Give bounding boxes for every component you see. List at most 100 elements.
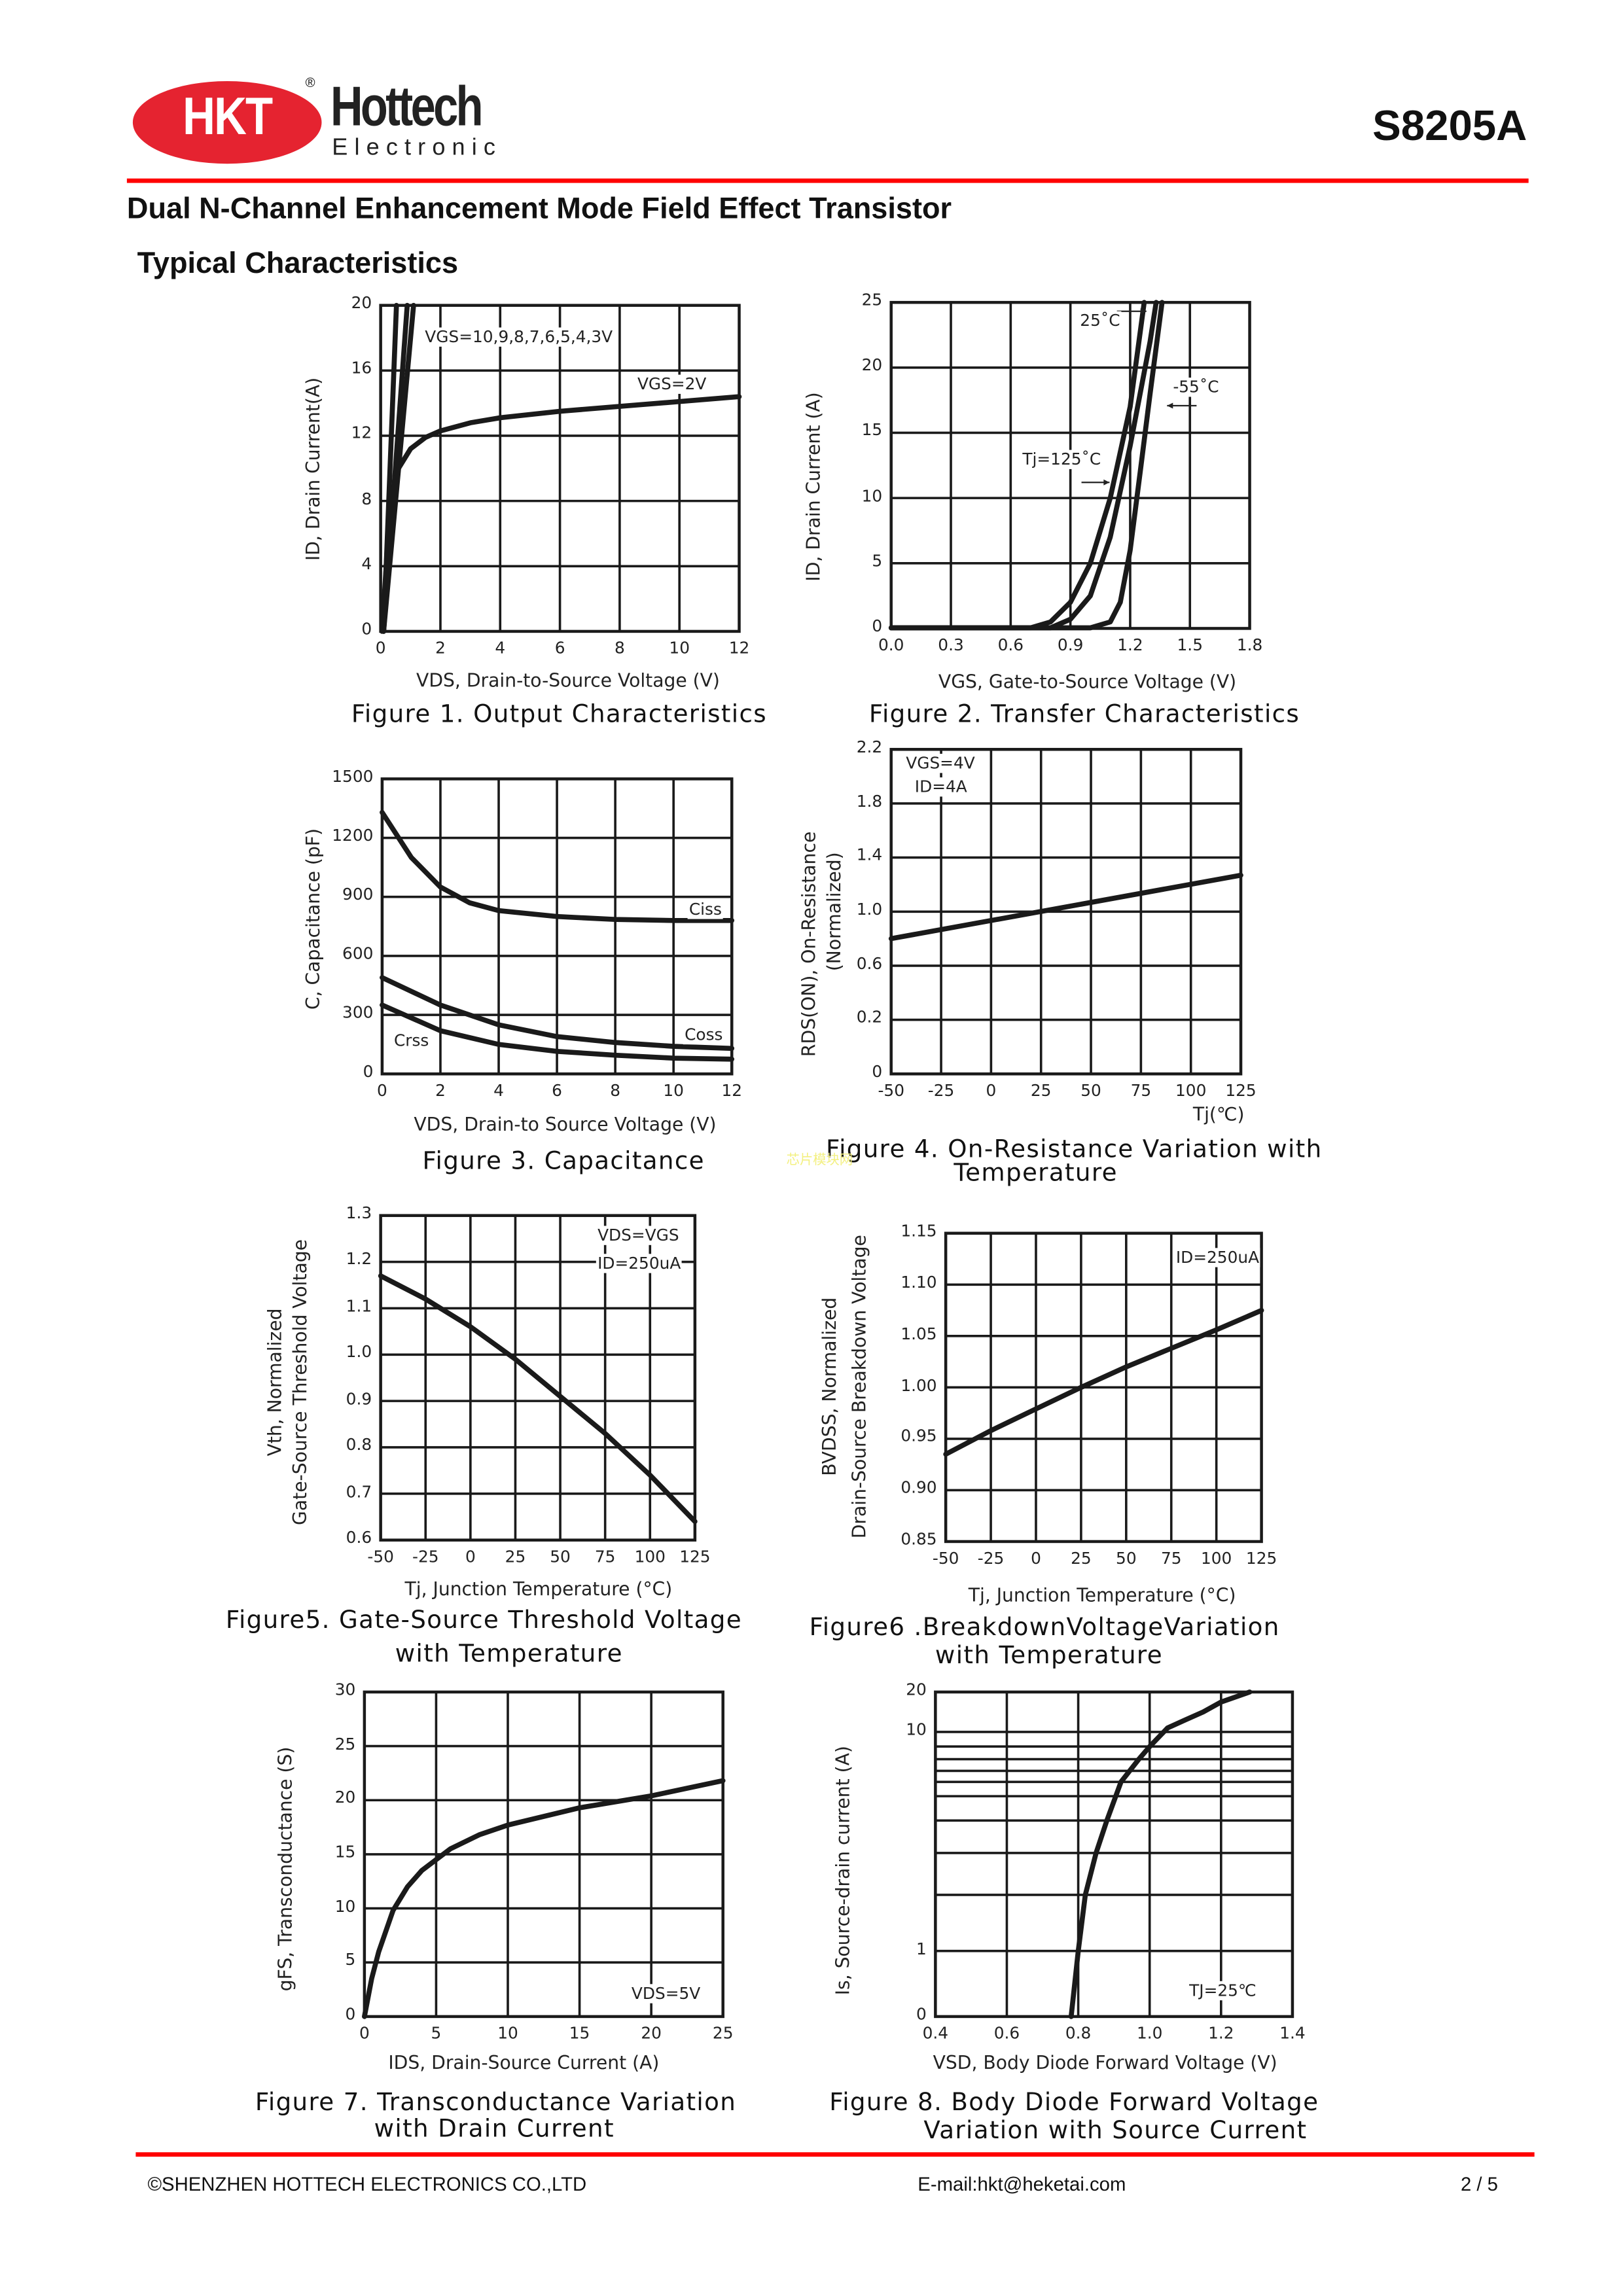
chart-annotation: -55˚C: [1171, 378, 1221, 397]
chart-annotation: ID=250uA: [596, 1254, 683, 1273]
y-tick-label: 25: [334, 1734, 356, 1754]
y-tick-label: 5: [345, 1951, 356, 1970]
x-tick-label: 0: [465, 1547, 476, 1567]
y-tick-label: 0: [872, 616, 883, 636]
chart-annotation: VGS=4V: [904, 754, 976, 773]
y-tick-label: 2.2: [856, 737, 883, 757]
y-tick-label: 1.3: [346, 1203, 372, 1223]
logo-mark: HKT: [183, 85, 273, 147]
figure-caption: with Drain Current: [374, 2114, 615, 2143]
y-tick-label: 0: [872, 1062, 883, 1082]
y-tick-label: 25: [861, 291, 883, 310]
x-axis-label: VSD, Body Diode Forward Voltage (V): [933, 2051, 1277, 2074]
chart-annotation: 25˚C: [1079, 311, 1122, 331]
figure-fig2: [888, 300, 1251, 631]
chart-annotation: VDS=5V: [630, 1984, 702, 2004]
x-tick-label: -50: [932, 1549, 959, 1568]
plot-frame: [889, 748, 1243, 1076]
x-tick-label: 12: [728, 639, 750, 658]
y-tick-label: 8: [361, 489, 372, 508]
x-axis-label: Tj, Junction Temperature (°C): [968, 1583, 1236, 1606]
y-tick-label: 1.8: [856, 791, 883, 811]
y-tick-label: 0: [363, 1062, 374, 1082]
y-tick-label: 0.8: [346, 1435, 372, 1455]
x-tick-label: 0.6: [997, 635, 1024, 655]
figure-fig3: [380, 777, 735, 1076]
plot-area: [362, 1690, 726, 2019]
figure-caption: Variation with Source Current: [923, 2116, 1308, 2144]
plot-area: [378, 1214, 698, 1542]
y-axis-label: Vth, Normalized: [263, 1308, 286, 1457]
series-line-2: [380, 1002, 735, 1062]
section-title: Typical Characteristics: [137, 247, 459, 281]
x-tick-label: 6: [552, 1081, 562, 1101]
arrow-head-icon: [1167, 402, 1173, 409]
y-tick-label: 0: [361, 619, 372, 639]
x-tick-label: 50: [550, 1547, 571, 1567]
chart-annotation: Crss: [392, 1031, 431, 1051]
series-line-1: [380, 975, 735, 1051]
x-tick-label: 125: [1225, 1081, 1257, 1101]
x-tick-label: -25: [927, 1081, 955, 1101]
x-tick-label: 1.5: [1177, 635, 1203, 655]
y-tick-label: 1.0: [856, 900, 883, 919]
registered-mark: ®: [305, 75, 315, 90]
x-tick-label: 0: [986, 1081, 997, 1101]
y-tick-label: 20: [334, 1788, 356, 1808]
y-axis-label: Gate-Source Threshold Voltage: [288, 1239, 311, 1525]
logo-badge: [132, 80, 322, 164]
y-axis-label: C, Capacitance (pF): [302, 828, 324, 1010]
y-tick-label: 20: [906, 1680, 927, 1700]
series-line-0: [362, 1778, 726, 2019]
y-tick-label: 5: [872, 551, 883, 571]
x-tick-label: 0.9: [1057, 635, 1084, 655]
series-line-0: [1068, 1689, 1253, 2019]
x-tick-label: 1.0: [1136, 2024, 1163, 2043]
y-tick-label: 0.9: [346, 1389, 372, 1409]
y-tick-label: 300: [342, 1003, 374, 1023]
figure-caption: Temperature: [954, 1158, 1118, 1187]
arrow-head-icon: [1140, 308, 1147, 315]
x-tick-label: 8: [610, 1081, 621, 1101]
y-tick-label: 0.95: [901, 1426, 937, 1447]
chart-annotation: TJ=25℃: [1187, 1981, 1258, 2001]
y-tick-label: 1.1: [346, 1296, 372, 1316]
y-tick-label: 0.6: [346, 1528, 372, 1547]
plot-frame: [934, 1690, 1294, 2019]
plot-area: [934, 1689, 1294, 2019]
document-title: Dual N-Channel Enhancement Mode Field Ef…: [126, 193, 952, 226]
series-line-0: [380, 809, 735, 923]
figure-caption: Figure 2. Transfer Characteristics: [868, 699, 1300, 728]
plot-frame: [380, 777, 734, 1076]
y-tick-label: 20: [351, 293, 372, 313]
x-tick-label: 0: [359, 2024, 370, 2043]
x-tick-label: 75: [1160, 1549, 1182, 1568]
x-tick-label: -25: [412, 1547, 439, 1567]
y-tick-label: 0.7: [346, 1481, 372, 1502]
figure-fig4: [888, 748, 1243, 1076]
x-tick-label: 0: [377, 1081, 387, 1101]
y-tick-label: 0.2: [856, 1008, 883, 1027]
footer-copyright: ©SHENZHEN HOTTECH ELECTRONICS CO.,LTD: [147, 2172, 587, 2195]
x-tick-label: 0: [375, 639, 386, 658]
x-tick-label: 100: [1175, 1081, 1207, 1101]
x-tick-label: 10: [663, 1081, 684, 1101]
figure-caption: Figure6 .BreakdownVoltageVariation: [809, 1613, 1280, 1642]
y-tick-label: 1.2: [346, 1250, 372, 1269]
x-tick-label: 4: [495, 639, 506, 658]
plot-area: [943, 1231, 1264, 1544]
series-line-2: [888, 300, 1165, 631]
header-rule: [126, 178, 1529, 183]
x-tick-label: 125: [1245, 1549, 1277, 1568]
figure-caption: with Temperature: [395, 1639, 623, 1668]
footer-email: E-mail:hkt@heketai.com: [918, 2172, 1126, 2195]
plot-frame: [944, 1231, 1263, 1544]
x-tick-label: 10: [497, 2024, 518, 2043]
chart-annotation: Coss: [683, 1025, 724, 1045]
x-tick-label: 25: [1030, 1081, 1052, 1101]
series-line-0: [378, 1273, 698, 1525]
x-tick-label: 2: [435, 1081, 446, 1101]
x-tick-label: 4: [493, 1081, 504, 1101]
y-tick-label: 10: [334, 1896, 356, 1916]
